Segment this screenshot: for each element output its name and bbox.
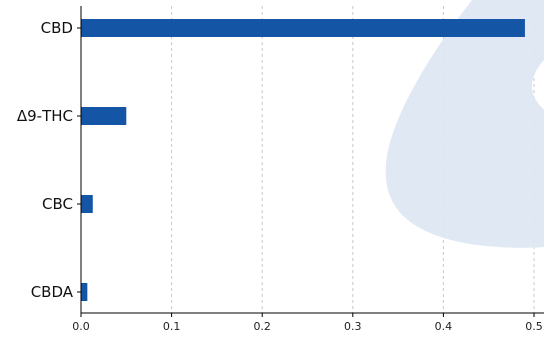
- x-tick-label: 0.1: [163, 320, 181, 333]
- category-labels: CBD Δ9-THC CBC CBDA: [17, 19, 81, 301]
- x-ticks: 0.0 0.1 0.2 0.3 0.4 0.5: [72, 313, 543, 333]
- bar: [81, 107, 127, 125]
- category-label: CBDA: [31, 283, 74, 301]
- x-tick-label: 0.3: [344, 320, 362, 333]
- x-tick-label: 0.0: [72, 320, 90, 333]
- bar: [81, 19, 525, 37]
- category-label: Δ9-THC: [17, 107, 73, 125]
- x-tick-label: 0.2: [253, 320, 271, 333]
- x-tick-label: 0.4: [435, 320, 453, 333]
- bars: [81, 19, 525, 301]
- bar: [81, 283, 88, 301]
- bar: [81, 195, 93, 213]
- category-label: CBC: [42, 195, 73, 213]
- category-label: CBD: [41, 19, 73, 37]
- x-tick-label: 0.5: [525, 320, 543, 333]
- watermark-shape: [385, 0, 544, 248]
